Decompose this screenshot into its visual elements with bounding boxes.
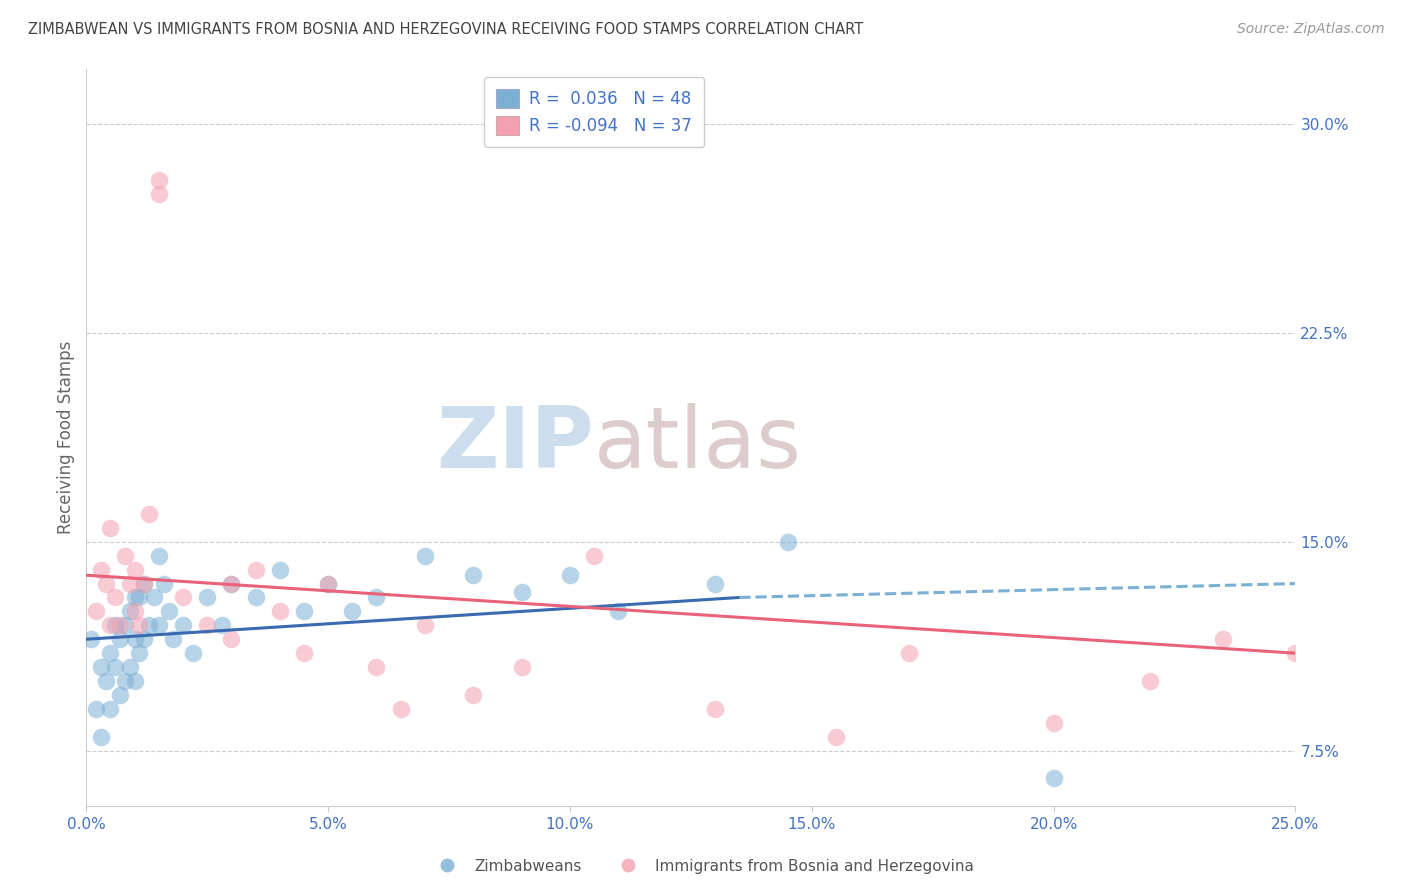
Point xyxy=(162,632,184,647)
Point xyxy=(104,591,127,605)
Point xyxy=(118,576,141,591)
Point xyxy=(157,604,180,618)
Point xyxy=(221,576,243,591)
Point xyxy=(366,591,388,605)
Point xyxy=(825,730,848,744)
Point xyxy=(389,702,412,716)
Point xyxy=(1042,715,1064,730)
Point xyxy=(583,549,606,563)
Point xyxy=(148,549,170,563)
Point xyxy=(148,173,170,187)
Point xyxy=(316,576,339,591)
Text: Source: ZipAtlas.com: Source: ZipAtlas.com xyxy=(1237,22,1385,37)
Point xyxy=(90,563,112,577)
Point xyxy=(1139,673,1161,688)
Point xyxy=(221,576,243,591)
Point xyxy=(114,673,136,688)
Point xyxy=(124,673,146,688)
Point xyxy=(148,618,170,632)
Point xyxy=(172,618,194,632)
Point xyxy=(138,507,160,521)
Point xyxy=(1042,772,1064,786)
Point xyxy=(128,591,150,605)
Point xyxy=(292,604,315,618)
Point xyxy=(1284,646,1306,660)
Point xyxy=(108,632,131,647)
Point xyxy=(138,618,160,632)
Point xyxy=(413,618,436,632)
Point xyxy=(704,702,727,716)
Point xyxy=(510,660,533,674)
Point xyxy=(342,604,364,618)
Point xyxy=(221,632,243,647)
Point xyxy=(100,702,122,716)
Point xyxy=(316,576,339,591)
Point xyxy=(114,549,136,563)
Point xyxy=(245,591,267,605)
Point xyxy=(128,618,150,632)
Point xyxy=(181,646,204,660)
Point xyxy=(366,660,388,674)
Point xyxy=(1212,632,1234,647)
Point xyxy=(143,591,166,605)
Text: atlas: atlas xyxy=(595,403,803,486)
Point xyxy=(90,660,112,674)
Point xyxy=(134,632,156,647)
Point xyxy=(108,688,131,702)
Point xyxy=(134,576,156,591)
Point xyxy=(104,660,127,674)
Point xyxy=(172,591,194,605)
Point xyxy=(84,604,107,618)
Point xyxy=(269,563,291,577)
Text: ZIMBABWEAN VS IMMIGRANTS FROM BOSNIA AND HERZEGOVINA RECEIVING FOOD STAMPS CORRE: ZIMBABWEAN VS IMMIGRANTS FROM BOSNIA AND… xyxy=(28,22,863,37)
Point xyxy=(94,673,117,688)
Point xyxy=(128,646,150,660)
Point xyxy=(607,604,630,618)
Point xyxy=(463,568,485,582)
Point xyxy=(269,604,291,618)
Point xyxy=(413,549,436,563)
Point xyxy=(776,534,799,549)
Point xyxy=(80,632,103,647)
Point xyxy=(463,688,485,702)
Y-axis label: Receiving Food Stamps: Receiving Food Stamps xyxy=(58,341,75,534)
Point xyxy=(195,591,218,605)
Point xyxy=(100,618,122,632)
Point xyxy=(124,632,146,647)
Point xyxy=(84,702,107,716)
Legend: Zimbabweans, Immigrants from Bosnia and Herzegovina: Zimbabweans, Immigrants from Bosnia and … xyxy=(426,853,980,880)
Text: ZIP: ZIP xyxy=(436,403,595,486)
Point xyxy=(195,618,218,632)
Point xyxy=(118,660,141,674)
Point xyxy=(100,646,122,660)
Point xyxy=(124,604,146,618)
Point xyxy=(124,591,146,605)
Point xyxy=(897,646,920,660)
Point xyxy=(292,646,315,660)
Point xyxy=(152,576,174,591)
Point xyxy=(124,563,146,577)
Point xyxy=(510,585,533,599)
Point xyxy=(211,618,233,632)
Point xyxy=(114,618,136,632)
Point xyxy=(245,563,267,577)
Point xyxy=(104,618,127,632)
Point xyxy=(148,186,170,201)
Point xyxy=(558,568,581,582)
Point xyxy=(118,604,141,618)
Legend: R =  0.036   N = 48, R = -0.094   N = 37: R = 0.036 N = 48, R = -0.094 N = 37 xyxy=(485,77,704,147)
Point xyxy=(704,576,727,591)
Point xyxy=(134,576,156,591)
Point xyxy=(94,576,117,591)
Point xyxy=(108,618,131,632)
Point xyxy=(90,730,112,744)
Point xyxy=(100,521,122,535)
